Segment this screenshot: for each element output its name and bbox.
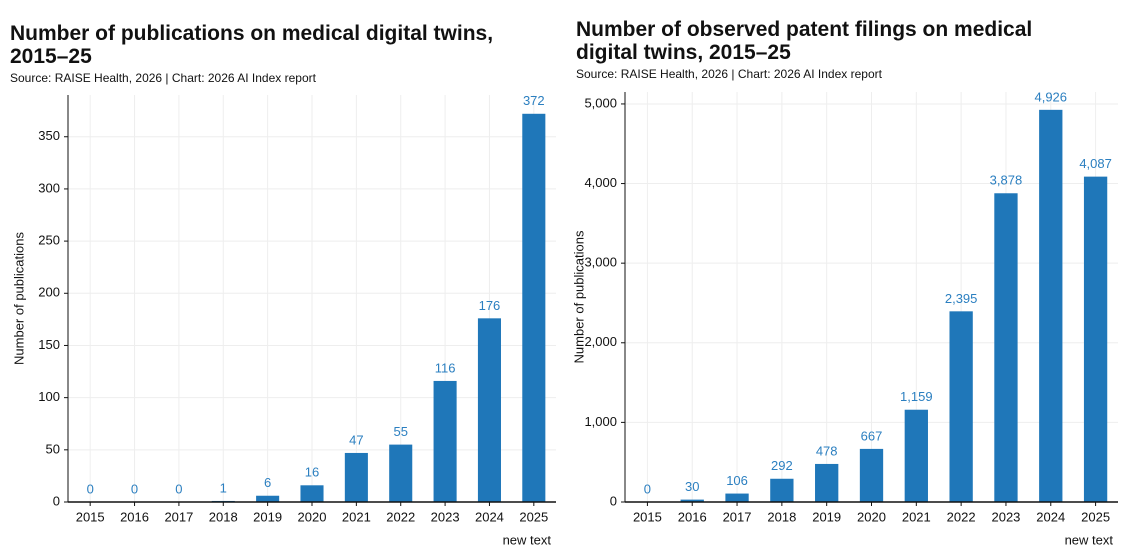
x-tick-label: 2021 xyxy=(342,509,371,524)
x-tick-label: 2019 xyxy=(812,509,841,524)
y-tick-label: 1,000 xyxy=(584,414,617,429)
value-label: 47 xyxy=(349,432,363,447)
y-tick-label: 100 xyxy=(38,389,60,404)
y-axis-label: Number of publications xyxy=(11,232,26,365)
bar xyxy=(256,495,280,502)
value-label: 372 xyxy=(523,93,545,108)
value-label: 0 xyxy=(131,481,138,496)
bar xyxy=(904,409,928,502)
x-tick-label: 2020 xyxy=(298,509,327,524)
bar xyxy=(994,193,1018,502)
x-tick-label: 2023 xyxy=(991,509,1020,524)
x-tick-label: 2023 xyxy=(431,509,460,524)
value-label: 1 xyxy=(220,480,227,495)
bar xyxy=(389,444,413,502)
value-label: 2,395 xyxy=(945,291,978,306)
value-label: 16 xyxy=(305,465,319,480)
value-label: 116 xyxy=(435,360,456,375)
chart-title: Number of observed patent filings on med… xyxy=(576,18,1033,64)
y-tick-label: 4,000 xyxy=(584,175,617,190)
x-tick-label: 2015 xyxy=(633,509,662,524)
x-tick-label: 2024 xyxy=(475,509,504,524)
y-tick-label: 150 xyxy=(38,337,60,352)
y-tick-label: 3,000 xyxy=(584,255,617,270)
bar xyxy=(344,452,368,502)
bar xyxy=(300,485,324,502)
value-label: 0 xyxy=(644,481,651,496)
value-label: 1,159 xyxy=(900,389,933,404)
y-tick-label: 50 xyxy=(46,441,60,456)
y-tick-label: 300 xyxy=(38,180,60,195)
value-label: 3,878 xyxy=(990,173,1023,188)
bar xyxy=(433,380,457,502)
value-label: 0 xyxy=(87,481,94,496)
bar xyxy=(770,478,794,502)
bar xyxy=(725,493,749,502)
x-tick-label: 2020 xyxy=(857,509,886,524)
value-label: 176 xyxy=(479,298,501,313)
value-label: 4,087 xyxy=(1079,156,1112,171)
y-axis-label: Number of publications xyxy=(571,230,586,363)
value-label: 30 xyxy=(685,479,699,494)
bar xyxy=(1083,176,1108,502)
x-tick-label: 2024 xyxy=(1036,509,1065,524)
y-tick-label: 0 xyxy=(610,493,617,508)
value-label: 6 xyxy=(264,475,271,490)
y-tick-label: 350 xyxy=(38,128,60,143)
note: new text xyxy=(503,532,552,546)
x-tick-label: 2021 xyxy=(902,509,931,524)
value-label: 4,926 xyxy=(1034,89,1067,104)
value-label: 667 xyxy=(861,428,883,443)
x-tick-label: 2018 xyxy=(209,509,238,524)
bar xyxy=(477,318,501,502)
y-tick-label: 0 xyxy=(53,493,60,508)
bar xyxy=(680,499,704,502)
value-label: 55 xyxy=(393,424,407,439)
chart-source: Source: RAISE Health, 2026 | Chart: 2026… xyxy=(10,71,316,85)
value-label: 292 xyxy=(771,458,793,473)
x-tick-label: 2016 xyxy=(678,509,707,524)
bar xyxy=(815,463,839,502)
x-tick-label: 2016 xyxy=(120,509,149,524)
x-tick-label: 2025 xyxy=(519,509,548,524)
bar xyxy=(859,448,884,502)
y-tick-label: 200 xyxy=(38,285,60,300)
x-tick-label: 2017 xyxy=(164,509,193,524)
chart-source: Source: RAISE Health, 2026 | Chart: 2026… xyxy=(576,67,882,81)
value-label: 106 xyxy=(726,473,748,488)
bar xyxy=(949,311,973,502)
x-tick-label: 2017 xyxy=(723,509,752,524)
x-tick-label: 2019 xyxy=(253,509,282,524)
x-tick-label: 2022 xyxy=(386,509,415,524)
value-label: 0 xyxy=(175,481,182,496)
chart-title: Number of publications on medical digita… xyxy=(10,22,494,68)
value-label: 478 xyxy=(816,443,838,458)
x-tick-label: 2018 xyxy=(767,509,796,524)
bar xyxy=(522,113,546,503)
x-tick-label: 2025 xyxy=(1081,509,1110,524)
x-tick-label: 2015 xyxy=(76,509,105,524)
y-tick-label: 5,000 xyxy=(584,95,617,110)
y-tick-label: 250 xyxy=(38,233,60,248)
x-tick-label: 2022 xyxy=(947,509,976,524)
y-tick-label: 2,000 xyxy=(584,334,617,349)
note: new text xyxy=(1065,532,1114,546)
bar xyxy=(1039,109,1063,502)
